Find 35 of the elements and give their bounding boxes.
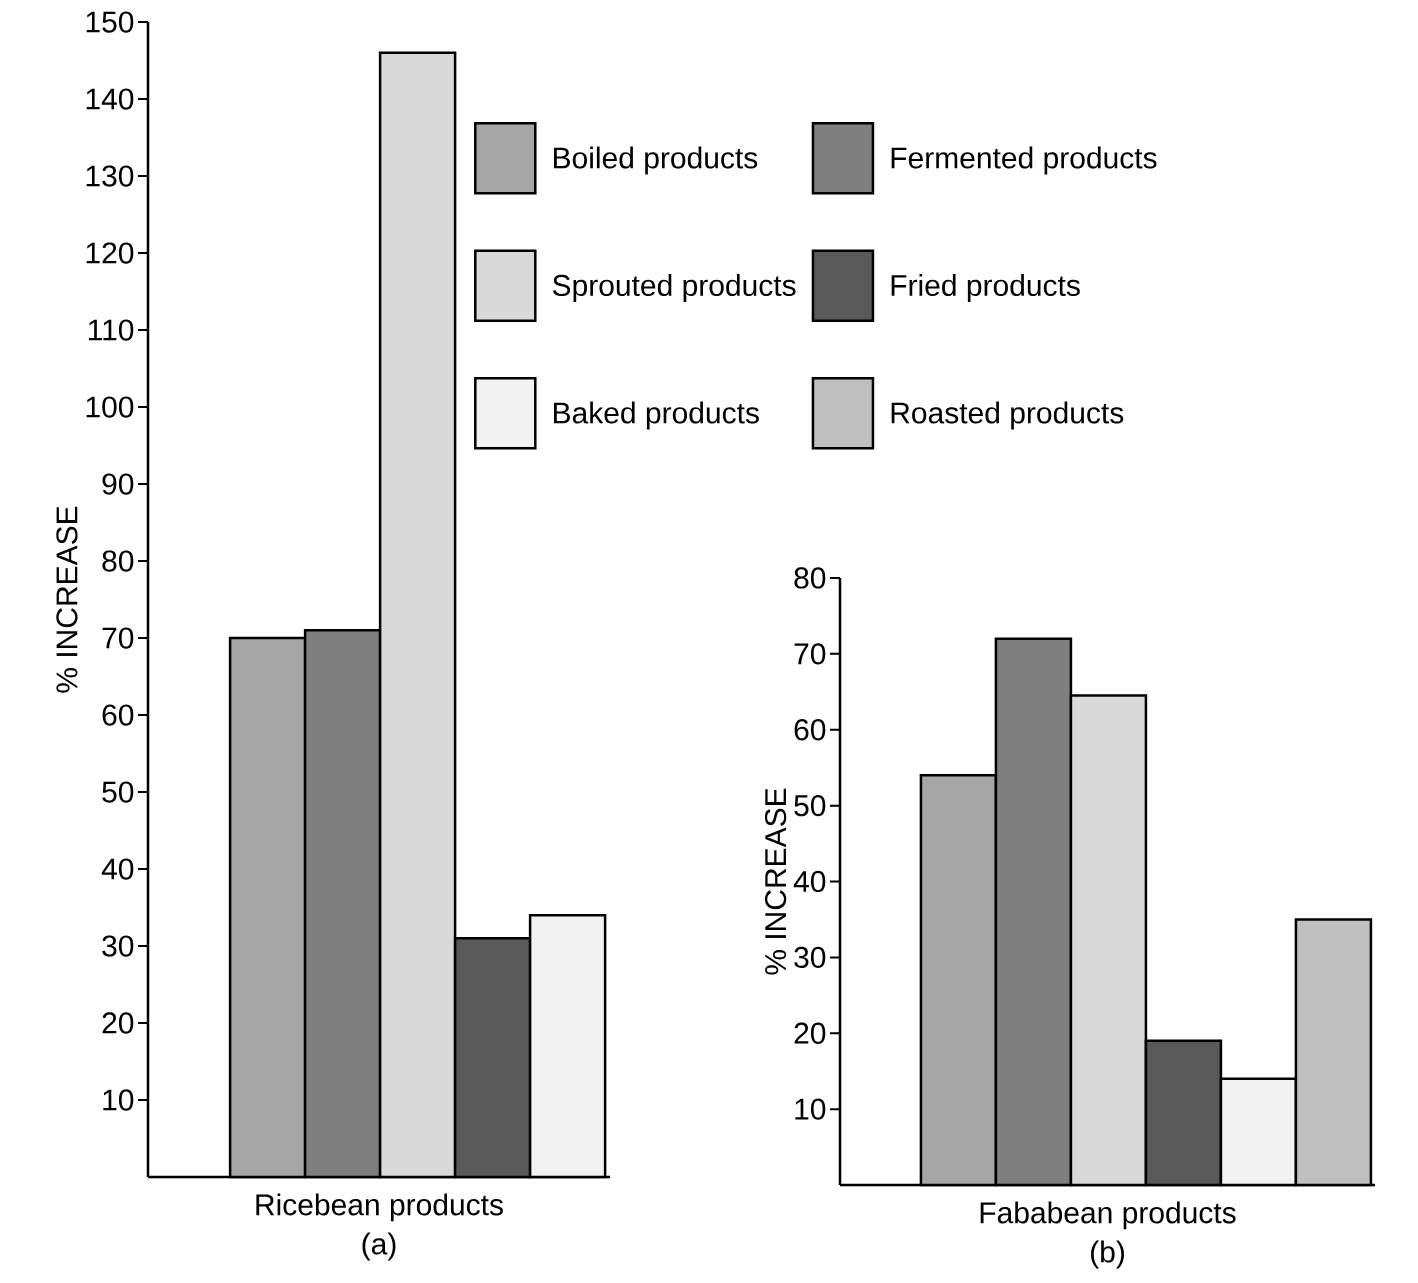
x-axis-title: Fababean products bbox=[980, 1201, 1236, 1230]
y-tick-label: 40 bbox=[793, 870, 826, 893]
y-tick-label: 120 bbox=[86, 242, 134, 264]
y-tick-label: 80 bbox=[102, 550, 134, 572]
legend-label: Roasted products bbox=[891, 401, 1124, 430]
y-tick-label: 20 bbox=[794, 1022, 826, 1044]
y-tick-label: 140 bbox=[86, 88, 134, 110]
legend-label: Sprouted products bbox=[552, 274, 796, 303]
y-tick-label: 110 bbox=[88, 319, 134, 341]
text: (a) bbox=[362, 1232, 396, 1261]
y-tick-label: 50 bbox=[794, 795, 826, 817]
y-tick-label: 50 bbox=[102, 781, 134, 803]
y-tick-label: 70 bbox=[102, 627, 134, 649]
y-axis-title: % INCREASE bbox=[764, 788, 787, 975]
y-tick-label: 100 bbox=[86, 396, 134, 418]
y-tick-label: 40 bbox=[101, 858, 134, 880]
y-tick-label: 90 bbox=[102, 473, 134, 495]
text: (b) bbox=[1091, 1240, 1124, 1269]
legend-label: Boiled products bbox=[554, 146, 758, 175]
legend-label: Baked products bbox=[554, 401, 759, 430]
y-tick-label: 30 bbox=[102, 935, 134, 957]
y-tick-label: 150 bbox=[86, 11, 134, 33]
y-tick-label: 60 bbox=[102, 704, 134, 726]
y-axis-title: % INCREASE bbox=[56, 506, 78, 693]
legend-label: Fried products bbox=[891, 274, 1080, 303]
y-tick-label: 130 bbox=[86, 165, 134, 187]
x-axis-title: Ricebean products bbox=[256, 1193, 503, 1222]
y-tick-label: 30 bbox=[794, 946, 826, 968]
y-tick-label: 10 bbox=[103, 1089, 134, 1111]
legend-label: Fermented products bbox=[891, 146, 1157, 175]
y-tick-label: 70 bbox=[794, 643, 826, 665]
y-tick-label: 60 bbox=[794, 719, 826, 741]
y-tick-label: 80 bbox=[794, 567, 826, 589]
y-tick-label: 10 bbox=[795, 1098, 826, 1120]
y-tick-label: 20 bbox=[102, 1012, 134, 1034]
